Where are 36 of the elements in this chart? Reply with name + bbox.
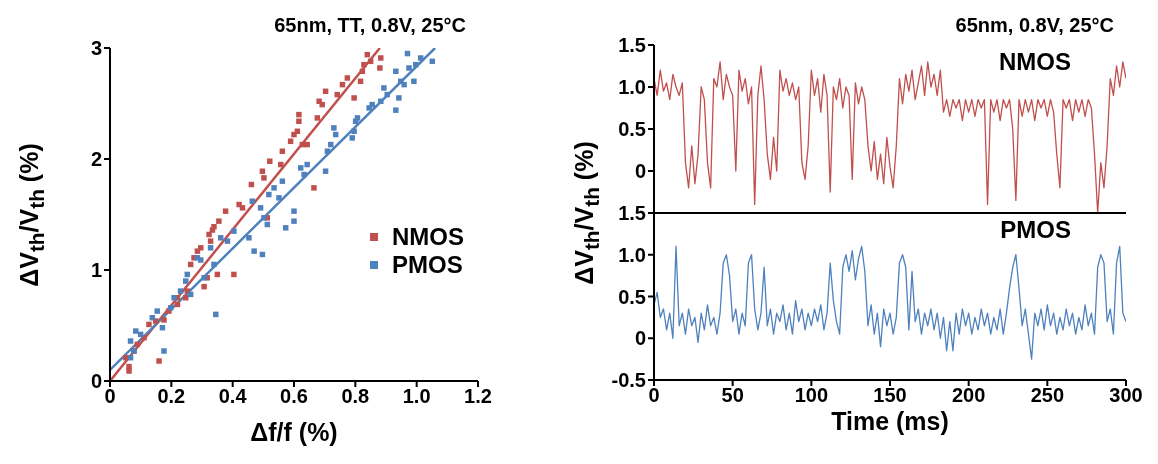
y-tick-label: 1.5 <box>618 202 646 225</box>
y-tick-label: 1.0 <box>618 76 646 99</box>
x-tick-label: 0 <box>648 384 660 407</box>
x-tick-label: 250 <box>1030 384 1065 407</box>
legend-label: NMOS <box>392 222 464 251</box>
line-series <box>654 245 1126 360</box>
x-tick-label: 0.2 <box>157 385 186 408</box>
y-tick-label: 1.5 <box>618 34 646 57</box>
series-label: NMOS <box>999 48 1071 76</box>
y-tick-label: 0 <box>634 327 646 350</box>
x-tick-label: 300 <box>1109 384 1143 407</box>
y-tick-label: 0.5 <box>618 285 646 308</box>
x-tick-label: 0 <box>104 385 116 408</box>
x-tick-label: 100 <box>794 384 829 407</box>
x-tick-label: 200 <box>951 384 986 407</box>
y-tick-label: 0 <box>90 370 102 393</box>
x-tick-label: 1.2 <box>464 385 492 408</box>
y-tick-label: -0.5 <box>611 369 646 392</box>
y-tick-label: 1 <box>90 259 102 282</box>
x-tick-label: 50 <box>721 384 744 407</box>
y-tick-label: 1.0 <box>618 243 646 266</box>
x-tick-label: 0.6 <box>280 385 308 408</box>
y-tick-label: 0.5 <box>618 118 646 141</box>
chart-title: 65nm, TT, 0.8V, 25°C <box>274 14 466 37</box>
x-tick-label: 0.4 <box>218 385 248 408</box>
y-tick-label: 2 <box>90 148 102 171</box>
series-label: PMOS <box>1000 216 1071 244</box>
x-axis-title: Δf/f (%) <box>249 418 339 447</box>
x-tick-label: 150 <box>873 384 907 407</box>
chart-title: 65nm, 0.8V, 25°C <box>955 14 1114 37</box>
x-tick-label: 0.8 <box>341 385 370 408</box>
x-tick-label: 1.0 <box>402 385 431 408</box>
x-axis-title: Time (ms) <box>830 407 950 436</box>
y-tick-label: 3 <box>90 37 102 60</box>
legend-label: PMOS <box>392 250 463 279</box>
y-tick-label: 0 <box>634 160 646 183</box>
